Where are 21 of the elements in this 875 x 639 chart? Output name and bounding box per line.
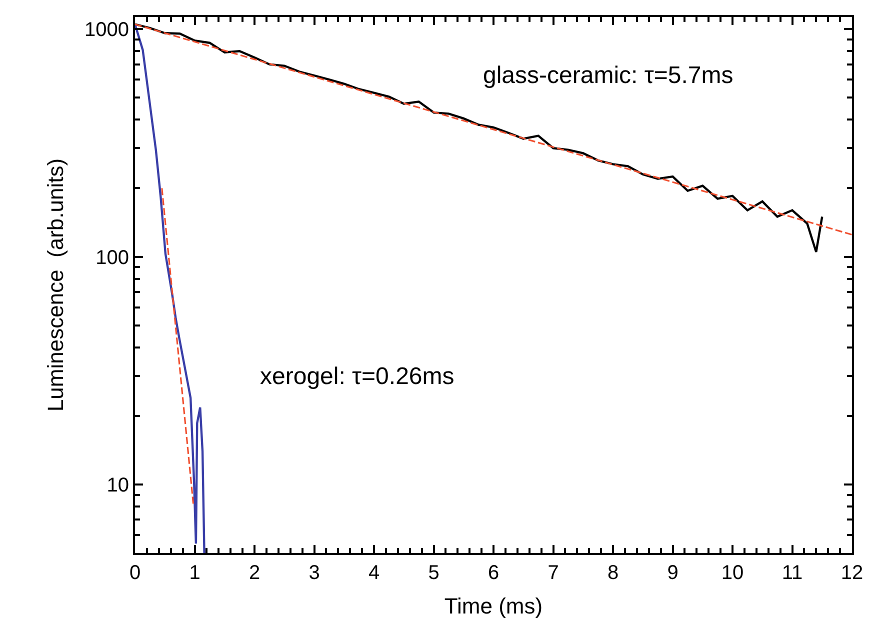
x-tick-label: 3 bbox=[308, 562, 320, 584]
x-tick-label: 9 bbox=[667, 562, 678, 584]
y-tick-label: 10 bbox=[106, 474, 129, 496]
x-tick-label: 1 bbox=[189, 562, 200, 584]
annotation: glass-ceramic: τ=5.7ms bbox=[483, 62, 734, 89]
x-tick-label: 5 bbox=[428, 562, 440, 584]
x-tick-label: 11 bbox=[782, 562, 803, 584]
x-tick-label: 0 bbox=[129, 562, 141, 584]
y-axis-title: Luminescence (arb.units) bbox=[42, 158, 68, 412]
x-tick-label: 8 bbox=[607, 562, 619, 584]
x-tick-label: 12 bbox=[840, 562, 864, 584]
x-tick-label: 4 bbox=[368, 562, 380, 584]
y-tick-label: 1000 bbox=[84, 19, 129, 42]
x-tick-label: 10 bbox=[721, 562, 744, 584]
annotation: xerogel: τ=0.26ms bbox=[260, 363, 454, 390]
x-axis-title: Time (ms) bbox=[444, 593, 543, 618]
x-tick-label: 7 bbox=[548, 562, 559, 584]
x-tick-label: 6 bbox=[488, 562, 500, 584]
y-tick-label: 100 bbox=[96, 246, 129, 269]
x-tick-label: 2 bbox=[248, 562, 260, 584]
line-series bbox=[135, 23, 206, 553]
